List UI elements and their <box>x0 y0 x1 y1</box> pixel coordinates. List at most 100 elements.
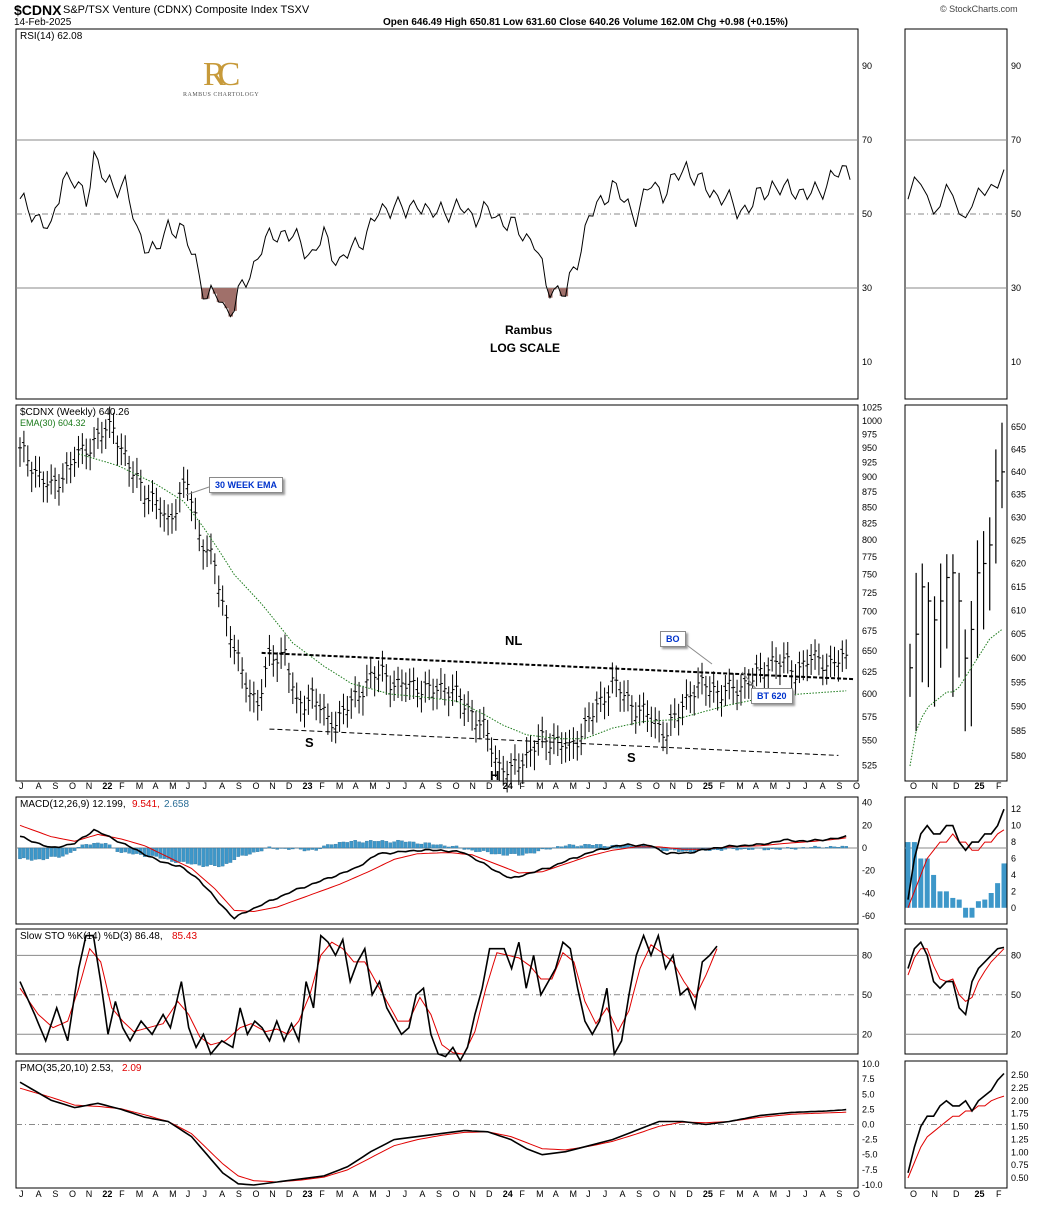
macd-histogram-bar <box>548 847 552 850</box>
x-axis-label: M <box>736 781 744 791</box>
inset-macd-histogram-bar <box>988 893 994 908</box>
inset-ema-line <box>909 629 1003 767</box>
inset-x-axis-label: F <box>996 781 1002 791</box>
macd-histogram-bar <box>474 847 478 853</box>
macd-axis-tick: -40 <box>862 888 875 898</box>
head-label: H <box>490 768 500 783</box>
price-axis-tick: 600 <box>862 689 877 699</box>
inset-macd-histogram-bar <box>982 899 988 908</box>
macd-hist-legend: 2.658 <box>164 799 189 810</box>
macd-histogram-bar <box>665 847 669 852</box>
macd-histogram-bar <box>248 847 252 855</box>
macd-histogram-bar <box>524 847 529 854</box>
price-axis-tick: 825 <box>862 519 877 529</box>
ohlc-readout: Open 646.49 High 650.81 Low 631.60 Close… <box>383 17 789 28</box>
pmo-axis-tick: 7.5 <box>862 1074 875 1084</box>
x-axis-label: J <box>803 781 808 791</box>
macd-histogram-bar <box>559 846 564 849</box>
inset-price-tick: 600 <box>1011 653 1026 663</box>
inset-macd-tick: 4 <box>1011 870 1016 880</box>
macd-histogram-bar <box>189 847 194 865</box>
macd-histogram-bar <box>520 847 525 856</box>
macd-histogram-bar <box>103 843 108 849</box>
macd-axis-tick: -60 <box>862 911 875 921</box>
inset-price-tick: 650 <box>1011 422 1026 432</box>
macd-histogram-bar <box>497 847 502 855</box>
macd-histogram-bar <box>747 847 751 851</box>
inset-pmo-tick: 0.50 <box>1011 1173 1029 1183</box>
x-axis-label: F <box>519 781 525 791</box>
x-axis-label: M <box>569 781 577 791</box>
stockcharts-watermark: © StockCharts.com <box>940 4 1018 14</box>
macd-histogram-bar <box>680 847 685 852</box>
rsi-oversold-fill <box>559 288 565 296</box>
macd-histogram-bar <box>743 847 747 850</box>
x-axis-label-bottom: M <box>536 1189 544 1199</box>
x-axis-label: A <box>820 781 826 791</box>
x-axis-label-bottom: J <box>202 1189 207 1199</box>
macd-histogram-bar <box>197 847 202 866</box>
macd-histogram-bar <box>840 845 845 849</box>
macd-histogram-bar <box>224 847 229 864</box>
x-axis-label: S <box>636 781 642 791</box>
macd-histogram-bar <box>813 845 817 849</box>
macd-histogram-bar <box>372 841 377 849</box>
macd-histogram-bar <box>185 847 190 864</box>
x-axis-label-bottom: D <box>486 1189 493 1199</box>
macd-histogram-bar <box>828 846 833 849</box>
x-axis-label: M <box>336 781 344 791</box>
macd-histogram-bar <box>213 847 217 866</box>
price-axis-tick: 1000 <box>862 416 882 426</box>
pmo-axis-tick: 2.5 <box>862 1104 875 1114</box>
inset-x-axis-label-bottom: D <box>953 1189 960 1199</box>
x-axis-label-bottom: 23 <box>303 1189 313 1199</box>
x-axis-label-bottom: A <box>353 1189 359 1199</box>
macd-histogram-bar <box>353 840 357 849</box>
inset-macd-signal-line <box>907 829 1005 908</box>
rsi-oversold-fill <box>216 288 222 303</box>
macd-histogram-bar <box>205 847 209 867</box>
macd-histogram-bar <box>735 847 739 851</box>
macd-histogram-bar <box>326 844 330 849</box>
macd-histogram-bar <box>485 847 490 853</box>
inset-pmo-tick: 1.00 <box>1011 1147 1029 1157</box>
x-axis-label: J <box>186 781 191 791</box>
macd-histogram-bar <box>302 847 307 852</box>
macd-histogram-bar <box>96 842 100 849</box>
macd-histogram-bar <box>341 841 346 849</box>
macd-histogram-bar <box>517 847 521 856</box>
macd-histogram-bar <box>80 844 85 849</box>
x-axis-label-bottom: S <box>436 1189 442 1199</box>
x-axis-label-bottom: D <box>286 1189 293 1199</box>
macd-histogram-bar <box>423 842 428 849</box>
inset-price-tick: 595 <box>1011 677 1026 687</box>
macd-histogram-bar <box>571 844 576 849</box>
price-axis-tick: 925 <box>862 458 877 468</box>
macd-histogram-bar <box>602 846 607 849</box>
pmo-axis-tick: -7.5 <box>862 1165 878 1175</box>
inset-price-tick: 640 <box>1011 467 1026 477</box>
x-axis-label: S <box>836 781 842 791</box>
macd-histogram-bar <box>252 847 256 853</box>
sto-panel-frame <box>15 928 859 1055</box>
x-axis-label-bottom: J <box>586 1189 591 1199</box>
macd-panel-frame <box>15 796 859 925</box>
x-axis-label: O <box>69 781 76 791</box>
x-axis-label: A <box>219 781 225 791</box>
macd-histogram-bar <box>739 847 743 850</box>
inset-macd-histogram-bar <box>956 899 962 908</box>
macd-histogram-bar <box>314 847 318 851</box>
rsi-legend: RSI(14) 62.08 <box>20 31 83 42</box>
inset-macd-histogram-bar <box>963 907 969 918</box>
rsi-axis-inset-tick: 70 <box>1011 135 1021 145</box>
x-axis-label: F <box>119 781 125 791</box>
pmo-axis-tick: -5.0 <box>862 1150 878 1160</box>
x-axis-label-bottom: F <box>720 1189 726 1199</box>
ticker-symbol: $CDNX <box>14 2 62 18</box>
macd-histogram-bar <box>563 845 568 849</box>
inset-macd-tick: 8 <box>1011 837 1016 847</box>
macd-histogram-bar <box>142 847 147 857</box>
macd-histogram-bar <box>228 847 233 863</box>
macd-histogram-bar <box>29 847 34 861</box>
inset-x-axis-label: D <box>953 781 960 791</box>
